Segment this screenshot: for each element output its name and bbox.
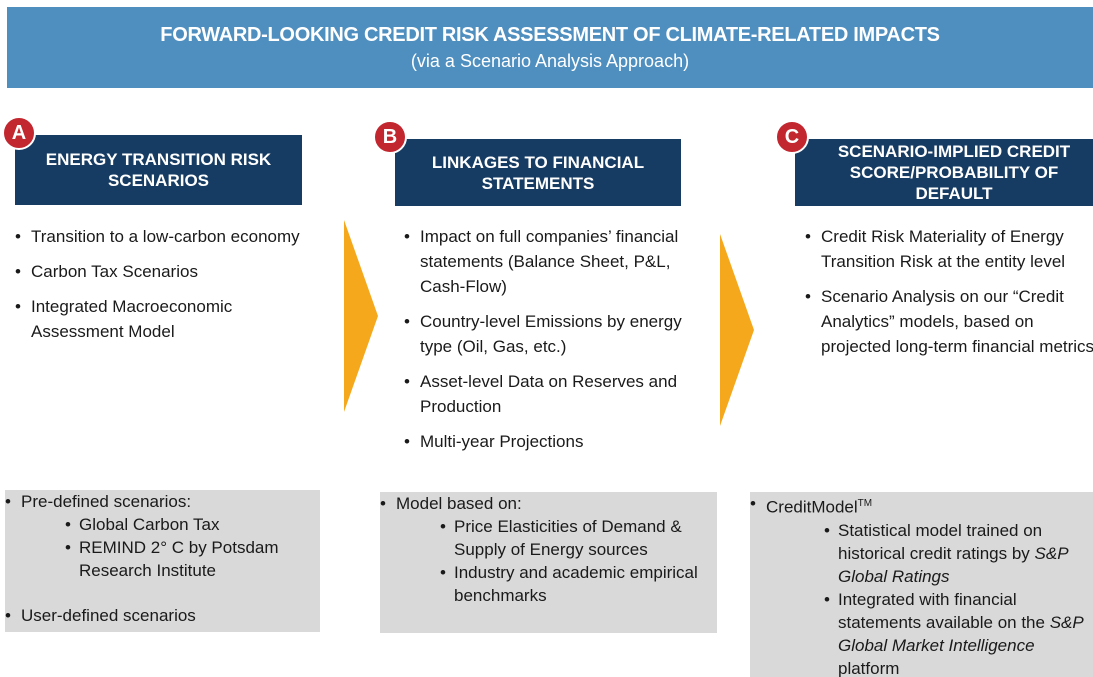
detail-list: CreditModelTM Statistical model trained o… <box>750 492 1093 677</box>
detail-text: CreditModel <box>766 497 858 517</box>
bullet-list: Credit Risk Materiality of Energy Transi… <box>805 224 1093 369</box>
sub-item: Statistical model trained on historical … <box>824 519 1093 588</box>
sub-list: Price Elasticities of Demand & Supply of… <box>440 515 717 607</box>
detail-item: Model based on: Price Elasticities of Dem… <box>380 492 717 607</box>
bullet-list: Impact on full companies’ financial stat… <box>404 224 704 464</box>
sub-text: Statistical model trained on historical … <box>838 520 1043 563</box>
detail-box: Model based on: Price Elasticities of Dem… <box>380 492 717 633</box>
detail-text: Pre-defined scenarios: <box>21 492 192 511</box>
detail-list: Pre-defined scenarios: Global Carbon Tax R… <box>5 490 320 627</box>
arrow <box>720 234 754 426</box>
detail-item: User-defined scenarios <box>5 604 320 627</box>
badge: C <box>775 120 809 154</box>
bullet: Country-level Emissions by energy type (… <box>404 309 704 359</box>
column-heading: ENERGY TRANSITION RISK SCENARIOS <box>15 135 302 205</box>
bullet-list: Transition to a low-carbon economy Carbon… <box>15 224 305 354</box>
sub-text: Industry and academic empirical benchmar… <box>454 563 698 605</box>
bullet: Multi-year Projections <box>404 429 704 454</box>
subtitle: (via a Scenario Analysis Approach) <box>410 51 690 71</box>
column-heading: SCENARIO-IMPLIED CREDIT SCORE/PROBABILIT… <box>795 139 1093 206</box>
badge: B <box>373 120 407 154</box>
detail-text: Model based on: <box>396 494 522 513</box>
emphasis: S&P Global Market Intelligence <box>838 612 1084 655</box>
badge: A <box>2 116 36 150</box>
bullet: Integrated Macroeconomic Assessment Mode… <box>15 294 305 344</box>
bullet: Transition to a low-carbon economy <box>15 224 305 249</box>
sub-text: Integrated with financial statements ava… <box>838 589 1050 632</box>
sub-text: REMIND 2° C by Potsdam Research Institut… <box>79 538 279 580</box>
detail-item: CreditModelTM Statistical model trained o… <box>750 492 1093 677</box>
sub-item: Integrated with financial statements ava… <box>824 588 1093 677</box>
sub-text: Price Elasticities of Demand & Supply of… <box>454 517 682 559</box>
superscript: TM <box>857 498 873 509</box>
header: FORWARD-LOOKING CREDIT RISK ASSESSMENT O… <box>7 7 1093 88</box>
emphasis: S&P Global Ratings <box>838 543 1068 586</box>
detail-item: Pre-defined scenarios: Global Carbon Tax R… <box>5 490 320 582</box>
sub-item: Industry and academic empirical benchmar… <box>440 561 717 607</box>
detail-box: Pre-defined scenarios: Global Carbon Tax R… <box>5 490 320 632</box>
sub-list: Statistical model trained on historical … <box>824 519 1093 677</box>
bullet: Credit Risk Materiality of Energy Transi… <box>805 224 1093 274</box>
detail-list: Model based on: Price Elasticities of Dem… <box>380 492 717 607</box>
sub-item: REMIND 2° C by Potsdam Research Institut… <box>65 536 320 582</box>
title: FORWARD-LOOKING CREDIT RISK ASSESSMENT O… <box>160 24 940 46</box>
column-heading: LINKAGES TO FINANCIAL STATEMENTS <box>395 139 681 206</box>
arrow <box>344 220 378 412</box>
bullet: Impact on full companies’ financial stat… <box>404 224 704 299</box>
sub-item: Global Carbon Tax <box>65 513 320 536</box>
bullet: Carbon Tax Scenarios <box>15 259 305 284</box>
bullet: Scenario Analysis on our “Credit Analyti… <box>805 284 1093 359</box>
detail-text: User-defined scenarios <box>21 606 196 625</box>
detail-box: CreditModelTM Statistical model trained o… <box>750 492 1093 677</box>
bullet: Asset-level Data on Reserves and Product… <box>404 369 704 419</box>
sub-text: platform <box>838 658 900 677</box>
sub-list: Global Carbon Tax REMIND 2° C by Potsdam … <box>65 513 320 582</box>
sub-item: Price Elasticities of Demand & Supply of… <box>440 515 717 561</box>
sub-text: Global Carbon Tax <box>79 515 220 534</box>
